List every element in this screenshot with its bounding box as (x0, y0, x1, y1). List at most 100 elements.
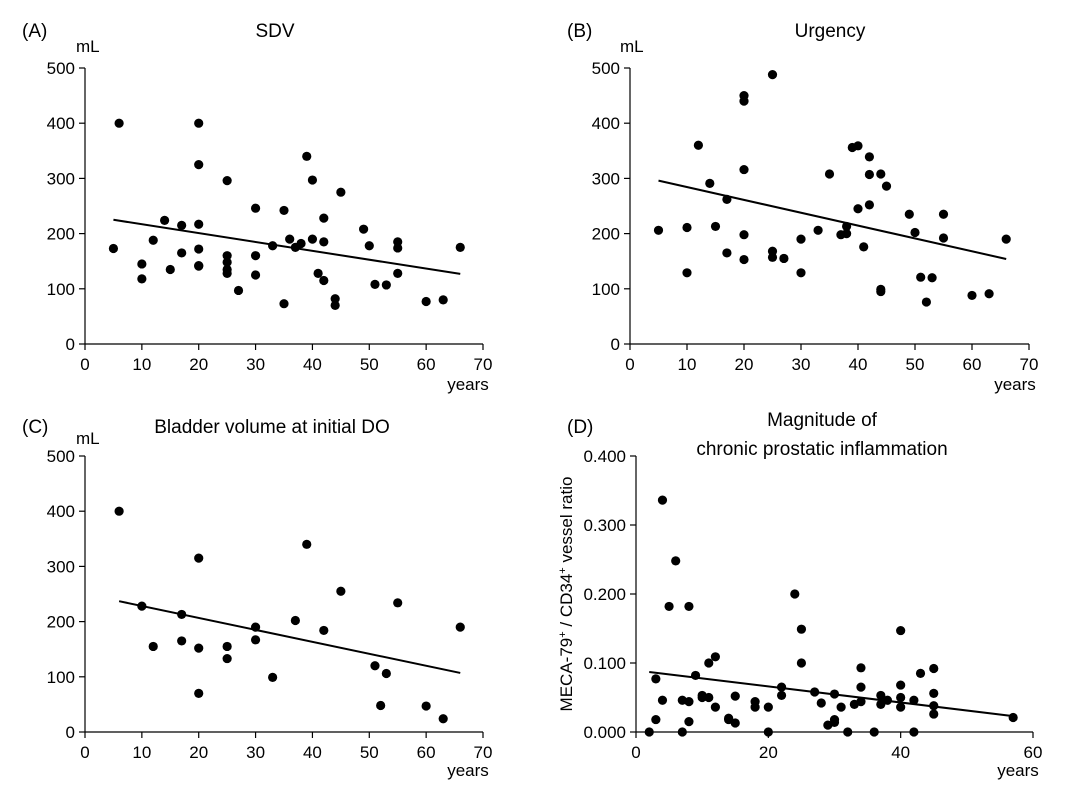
data-point (393, 268, 403, 278)
chart-title: chronic prostatic inflammation (696, 439, 947, 460)
data-point (776, 682, 787, 692)
data-point (929, 663, 939, 674)
x-tick-label: 20 (735, 355, 754, 374)
data-point (455, 242, 465, 252)
data-point (881, 181, 892, 191)
data-point (250, 251, 261, 261)
data-point (779, 253, 789, 264)
data-point (910, 227, 920, 238)
data-point (421, 701, 431, 711)
data-point (359, 224, 369, 234)
data-point (929, 709, 939, 719)
data-point (222, 653, 232, 664)
y-tick-label: 400 (47, 502, 75, 521)
y-tick-label: 400 (47, 114, 75, 133)
data-point (381, 668, 391, 679)
data-point (763, 702, 773, 712)
data-point (393, 243, 403, 253)
x-axis-label: years (447, 375, 489, 394)
data-point (739, 96, 749, 106)
data-point (177, 636, 187, 646)
data-point (364, 241, 374, 251)
data-point (896, 692, 906, 703)
data-point (653, 225, 664, 235)
panel-label: (A) (22, 21, 47, 42)
x-tick-label: 60 (417, 355, 436, 374)
data-point (836, 702, 846, 712)
data-point (336, 586, 346, 596)
data-point (438, 714, 448, 724)
data-point (829, 689, 840, 699)
data-point (722, 194, 732, 204)
x-tick-label: 0 (631, 743, 640, 762)
data-point (876, 169, 886, 179)
data-point (194, 553, 204, 563)
chart-title: SDV (255, 21, 294, 42)
x-tick-label: 20 (759, 743, 778, 762)
data-point (684, 697, 694, 707)
y-axis-label: mL (76, 429, 100, 448)
y-tick-label: 0 (66, 335, 75, 354)
data-point (279, 299, 289, 309)
x-tick-label: 0 (625, 355, 634, 374)
data-point (194, 118, 204, 128)
data-point (730, 718, 740, 728)
y-tick-label: 0.300 (583, 516, 626, 535)
data-point (730, 691, 740, 701)
data-point (927, 273, 937, 283)
data-point (859, 242, 869, 252)
trend-line (658, 179, 1007, 260)
data-point (921, 297, 932, 307)
data-point (319, 213, 329, 223)
x-tick-label: 60 (963, 355, 982, 374)
data-point (393, 598, 403, 608)
chart-panel-3: 0 100 200 300 400 500 0 10 20 30 40 50 60 70 (C) Bladde… (22, 417, 492, 780)
data-point (816, 698, 826, 708)
data-point (796, 268, 806, 278)
data-point (455, 622, 465, 632)
y-tick-label: 0 (66, 723, 75, 742)
x-tick-label: 30 (246, 355, 265, 374)
chart-panel-1: 0 100 200 300 400 500 0 10 20 30 40 50 60 70 (A) SDV mL y… (22, 21, 492, 394)
data-point (177, 248, 187, 258)
data-point (843, 727, 853, 737)
data-point (813, 225, 823, 235)
data-point (302, 539, 312, 549)
data-point (421, 296, 431, 307)
data-point (268, 241, 278, 251)
data-point (137, 259, 147, 269)
data-point (148, 235, 158, 245)
data-point (915, 668, 926, 678)
x-tick-label: 60 (1024, 743, 1043, 762)
x-tick-label: 0 (80, 743, 89, 762)
data-point (710, 702, 721, 712)
data-point (222, 641, 232, 652)
data-point (177, 220, 187, 230)
data-point (856, 663, 866, 673)
data-point (896, 625, 906, 636)
data-point (864, 200, 875, 210)
y-tick-label: 200 (47, 613, 75, 632)
y-tick-label: 0.400 (583, 447, 626, 466)
data-point (336, 187, 346, 197)
data-point (657, 695, 668, 705)
data-point (763, 727, 773, 737)
data-point (916, 272, 926, 282)
data-point (853, 141, 863, 151)
data-point (302, 151, 312, 161)
y-tick-label: 500 (592, 59, 620, 78)
x-tick-label: 10 (132, 743, 151, 762)
y-axis-label: MECA-79+ / CD34+ vessel ratio (557, 477, 576, 712)
panel-label: (D) (567, 417, 593, 438)
chart-panel-2: 0 100 200 300 400 500 0 10 20 30 40 50 60 70 (B) Urgenc… (567, 21, 1038, 394)
x-tick-label: 70 (474, 355, 493, 374)
y-tick-label: 300 (47, 557, 75, 576)
chart-title: Bladder volume at initial DO (154, 417, 390, 438)
data-point (194, 219, 204, 229)
data-point (319, 275, 329, 286)
data-point (177, 609, 187, 620)
data-point (909, 727, 919, 737)
data-point (876, 699, 886, 710)
data-point (233, 285, 244, 296)
data-point (671, 556, 681, 566)
